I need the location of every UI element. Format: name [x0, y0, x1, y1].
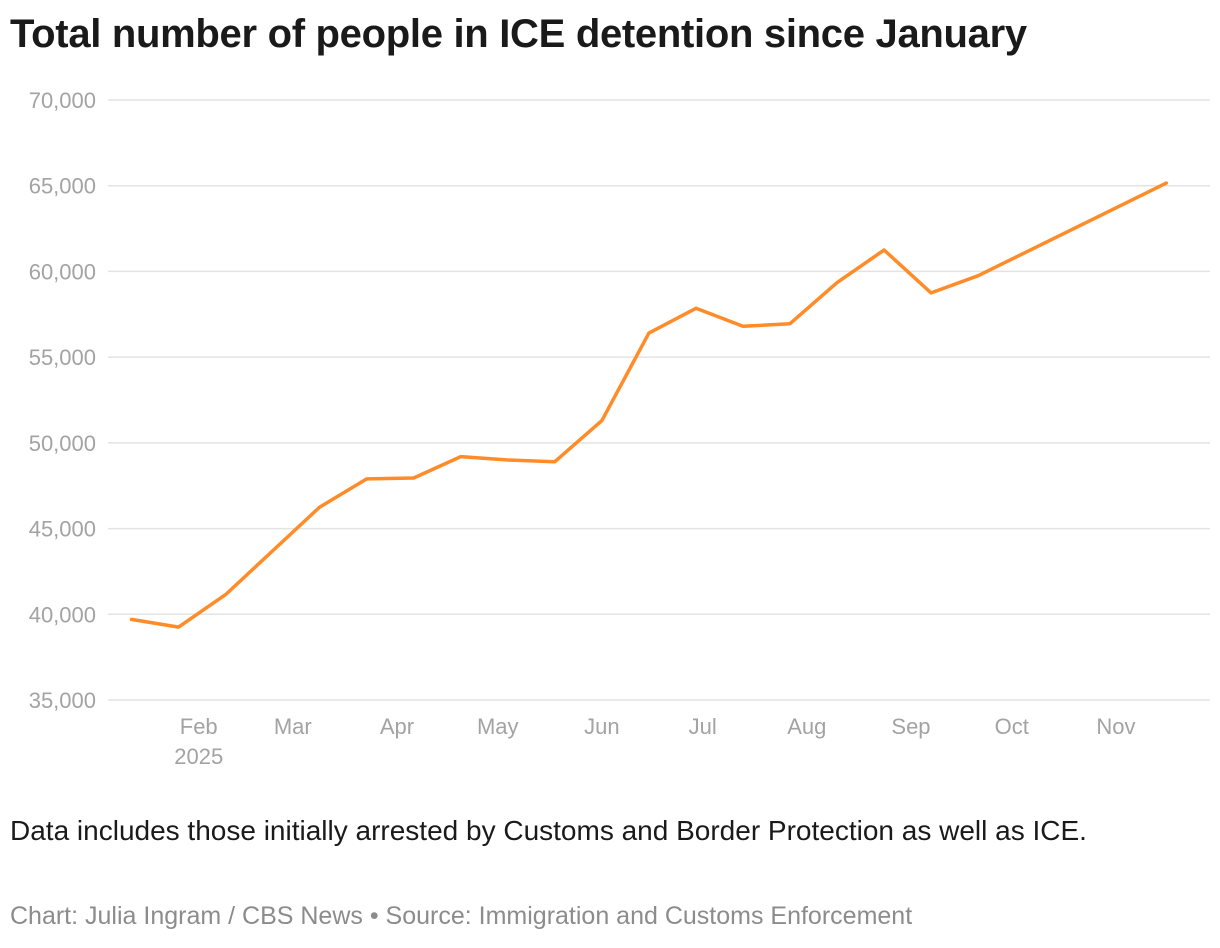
x-tick-label: Oct [995, 714, 1029, 739]
x-tick-year-label: 2025 [174, 744, 223, 769]
detention-line [129, 181, 1169, 629]
x-tick-label: Jul [689, 714, 717, 739]
y-tick-label: 45,000 [29, 517, 96, 542]
y-tick-label: 70,000 [29, 88, 96, 113]
x-tick-label: Mar [274, 714, 312, 739]
y-tick-label: 35,000 [29, 688, 96, 713]
chart-title: Total number of people in ICE detention … [10, 12, 1027, 56]
y-tick-label: 60,000 [29, 259, 96, 284]
chart-credit: Chart: Julia Ingram / CBS News • Source:… [10, 902, 913, 930]
x-tick-label: Sep [891, 714, 930, 739]
y-tick-label: 55,000 [29, 345, 96, 370]
line-chart: 35,000 40,000 45,000 50,000 55,000 60,000 65,0… [29, 88, 1210, 769]
x-tick-label: Nov [1096, 714, 1135, 739]
y-tick-label: 40,000 [29, 602, 96, 627]
y-tick-label: 65,000 [29, 174, 96, 199]
x-tick-label: May [477, 714, 519, 739]
grid [108, 99, 1210, 701]
x-tick-label: Jun [584, 714, 619, 739]
chart-note: Data includes those initially arrested b… [10, 815, 1087, 846]
y-tick-label: 50,000 [29, 431, 96, 456]
x-axis: Feb 2025 Mar Apr May Jun Jul Aug Sep Oct Nov [174, 714, 1135, 769]
x-tick-label: Apr [380, 714, 414, 739]
series [129, 181, 1169, 629]
x-tick-label: Feb [180, 714, 218, 739]
y-axis: 35,000 40,000 45,000 50,000 55,000 60,000 65,0… [29, 88, 96, 713]
x-tick-label: Aug [787, 714, 826, 739]
